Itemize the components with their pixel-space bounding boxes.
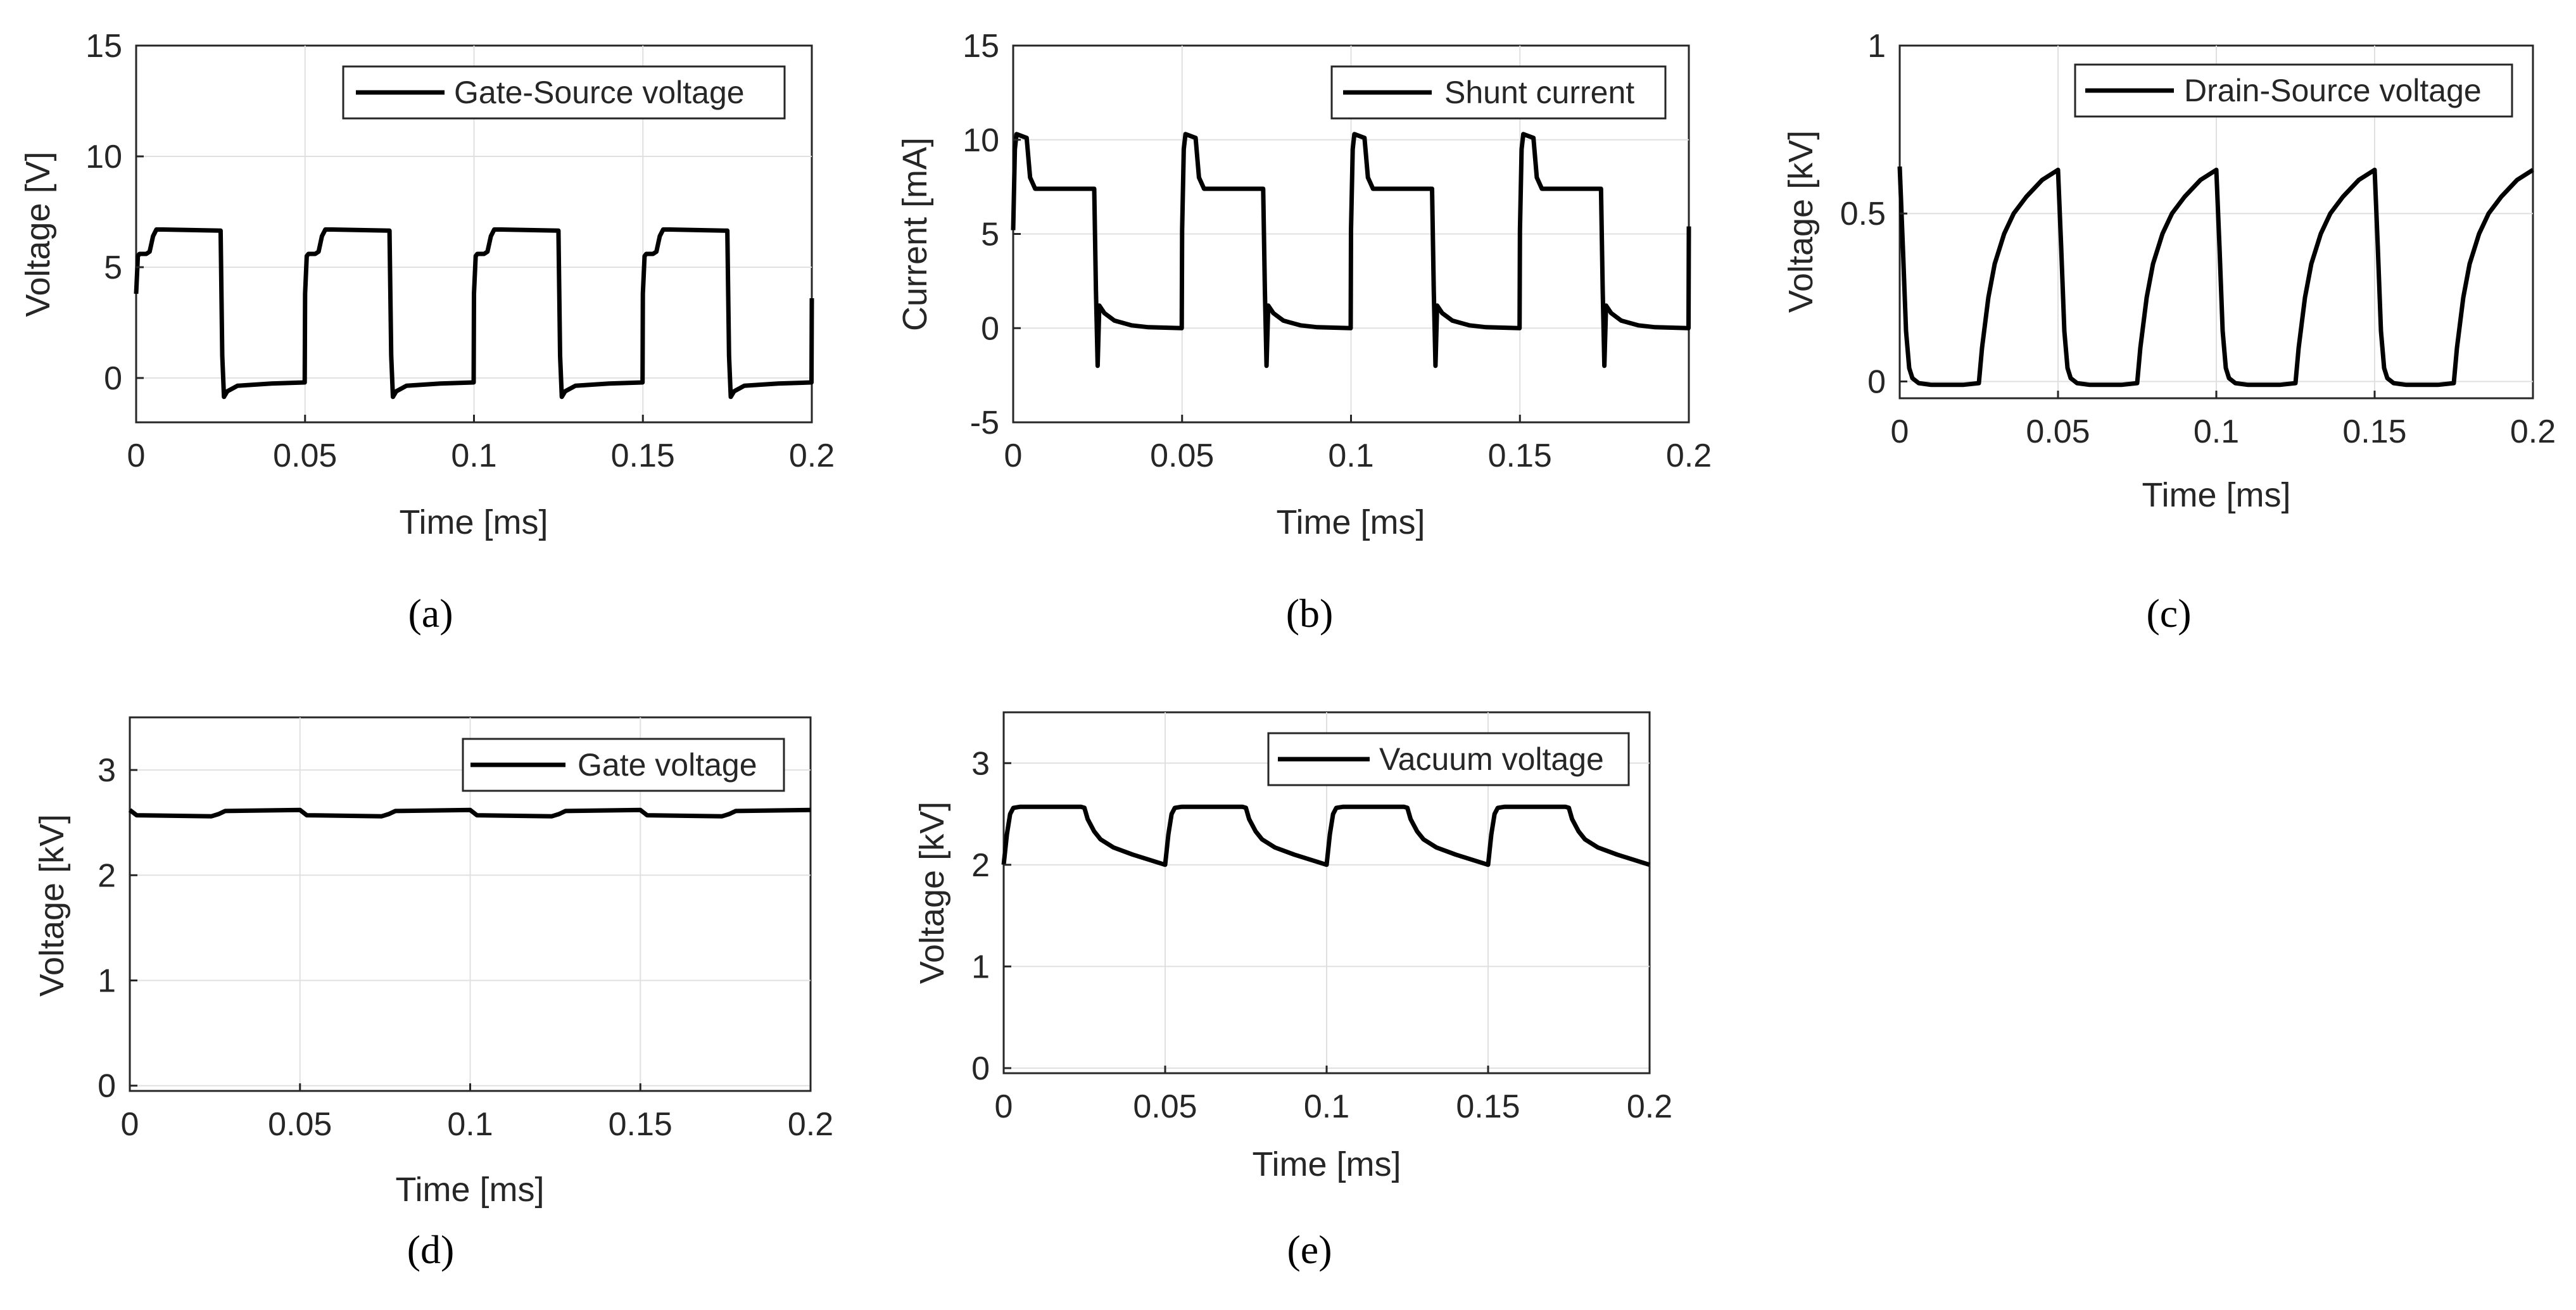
panel-caption: (a)	[408, 591, 453, 636]
series-line	[1897, 166, 2534, 387]
y-tick-label: 10	[85, 139, 122, 175]
y-tick-label: 0	[104, 360, 122, 397]
y-tick-label: 15	[963, 28, 999, 65]
legend: Gate-Source voltage	[342, 65, 786, 120]
x-tick-label: 0.1	[1328, 438, 1373, 474]
x-tick-label: 0.1	[1304, 1088, 1349, 1125]
y-tick-label: 2	[98, 857, 116, 894]
x-tick-label: 0.2	[1627, 1088, 1672, 1125]
y-tick-label: 5	[104, 249, 122, 286]
y-axis-label: Voltage [kV]	[1782, 130, 1820, 313]
y-tick-label: 1	[971, 948, 990, 985]
panel-a: 0 0.05 0.1 0.15 0.2 0 5 10 15 Gate-Source voltag…	[19, 28, 835, 636]
x-tick-label: 0.15	[1456, 1088, 1520, 1125]
legend: Drain-Source voltage	[2074, 63, 2513, 118]
y-tick-label: 15	[85, 28, 122, 65]
x-axis-label: Time [ms]	[1277, 503, 1425, 541]
x-tick-label: 0.1	[2194, 413, 2239, 450]
y-tick-label: 0	[971, 1050, 990, 1087]
legend: Vacuum voltage	[1267, 732, 1630, 786]
y-tick-label: 1	[98, 962, 116, 999]
panel-c: 0 0.05 0.1 0.15 0.2 0 0.5 1 Drain-Source voltag…	[1782, 28, 2556, 636]
x-tick-label: 0.1	[447, 1106, 493, 1143]
x-tick-label: 0.05	[2026, 413, 2090, 450]
y-tick-label: 5	[981, 217, 999, 253]
series-line	[134, 227, 814, 400]
x-tick-label: 0.2	[788, 1106, 833, 1143]
x-tick-label: 0	[1891, 413, 1909, 450]
panel-caption: (d)	[407, 1227, 455, 1272]
panel-caption: (c)	[2146, 591, 2191, 636]
x-tick-label: 0.15	[611, 438, 675, 474]
y-tick-label: 0	[98, 1068, 116, 1105]
legend-label: Gate-Source voltage	[454, 75, 745, 110]
x-tick-label: 0.05	[273, 438, 337, 474]
x-tick-label: 0.05	[1133, 1088, 1197, 1125]
x-tick-label: 0	[1004, 438, 1023, 474]
legend-label: Gate voltage	[578, 747, 757, 783]
legend-label: Drain-Source voltage	[2184, 73, 2482, 108]
series-line	[1011, 132, 1691, 368]
x-axis-label: Time [ms]	[1253, 1145, 1401, 1183]
panel-caption: (b)	[1286, 591, 1334, 636]
x-tick-label: 0.15	[609, 1106, 672, 1143]
y-tick-label: 0.5	[1840, 196, 1886, 232]
x-tick-label: 0	[121, 1106, 139, 1143]
panel-e: 0 0.05 0.1 0.15 0.2 0 1 2 3 Vacuum voltage Time …	[913, 711, 1672, 1272]
y-tick-label: 1	[1867, 28, 1886, 65]
y-tick-label: 2	[971, 847, 990, 884]
x-tick-label: 0.15	[1488, 438, 1552, 474]
y-axis-label: Voltage [kV]	[913, 802, 951, 984]
panel-caption: (e)	[1287, 1227, 1332, 1272]
x-axis-label: Time [ms]	[2142, 476, 2291, 514]
x-tick-label: 0.15	[2342, 413, 2406, 450]
legend-label: Shunt current	[1444, 75, 1634, 110]
y-tick-label: 3	[98, 752, 116, 789]
x-tick-label: 0	[127, 438, 146, 474]
y-tick-label: 0	[1867, 363, 1886, 400]
legend: Shunt current	[1330, 65, 1667, 120]
y-axis-label: Current [mA]	[896, 137, 934, 331]
legend-label: Vacuum voltage	[1379, 741, 1604, 777]
x-axis-label: Time [ms]	[400, 503, 548, 541]
series-line	[1001, 804, 1651, 867]
y-tick-label: -5	[970, 405, 999, 441]
y-tick-label: 0	[981, 310, 999, 347]
x-tick-label: 0.05	[1150, 438, 1214, 474]
x-tick-label: 0.1	[451, 438, 496, 474]
y-tick-label: 3	[971, 745, 990, 782]
series-line	[128, 807, 811, 819]
x-tick-label: 0.05	[268, 1106, 332, 1143]
x-axis-label: Time [ms]	[396, 1171, 545, 1209]
y-axis-label: Voltage [kV]	[33, 814, 71, 997]
x-tick-label: 0.2	[1666, 438, 1712, 474]
y-axis-label: Voltage [V]	[19, 151, 57, 317]
x-tick-label: 0.2	[789, 438, 835, 474]
y-tick-label: 10	[963, 122, 999, 159]
x-tick-label: 0	[995, 1088, 1013, 1125]
panel-d: 0 0.05 0.1 0.15 0.2 0 1 2 3 Gate voltage Time [m…	[33, 716, 833, 1272]
x-tick-label: 0.2	[2510, 413, 2556, 450]
legend: Gate voltage	[462, 738, 785, 792]
